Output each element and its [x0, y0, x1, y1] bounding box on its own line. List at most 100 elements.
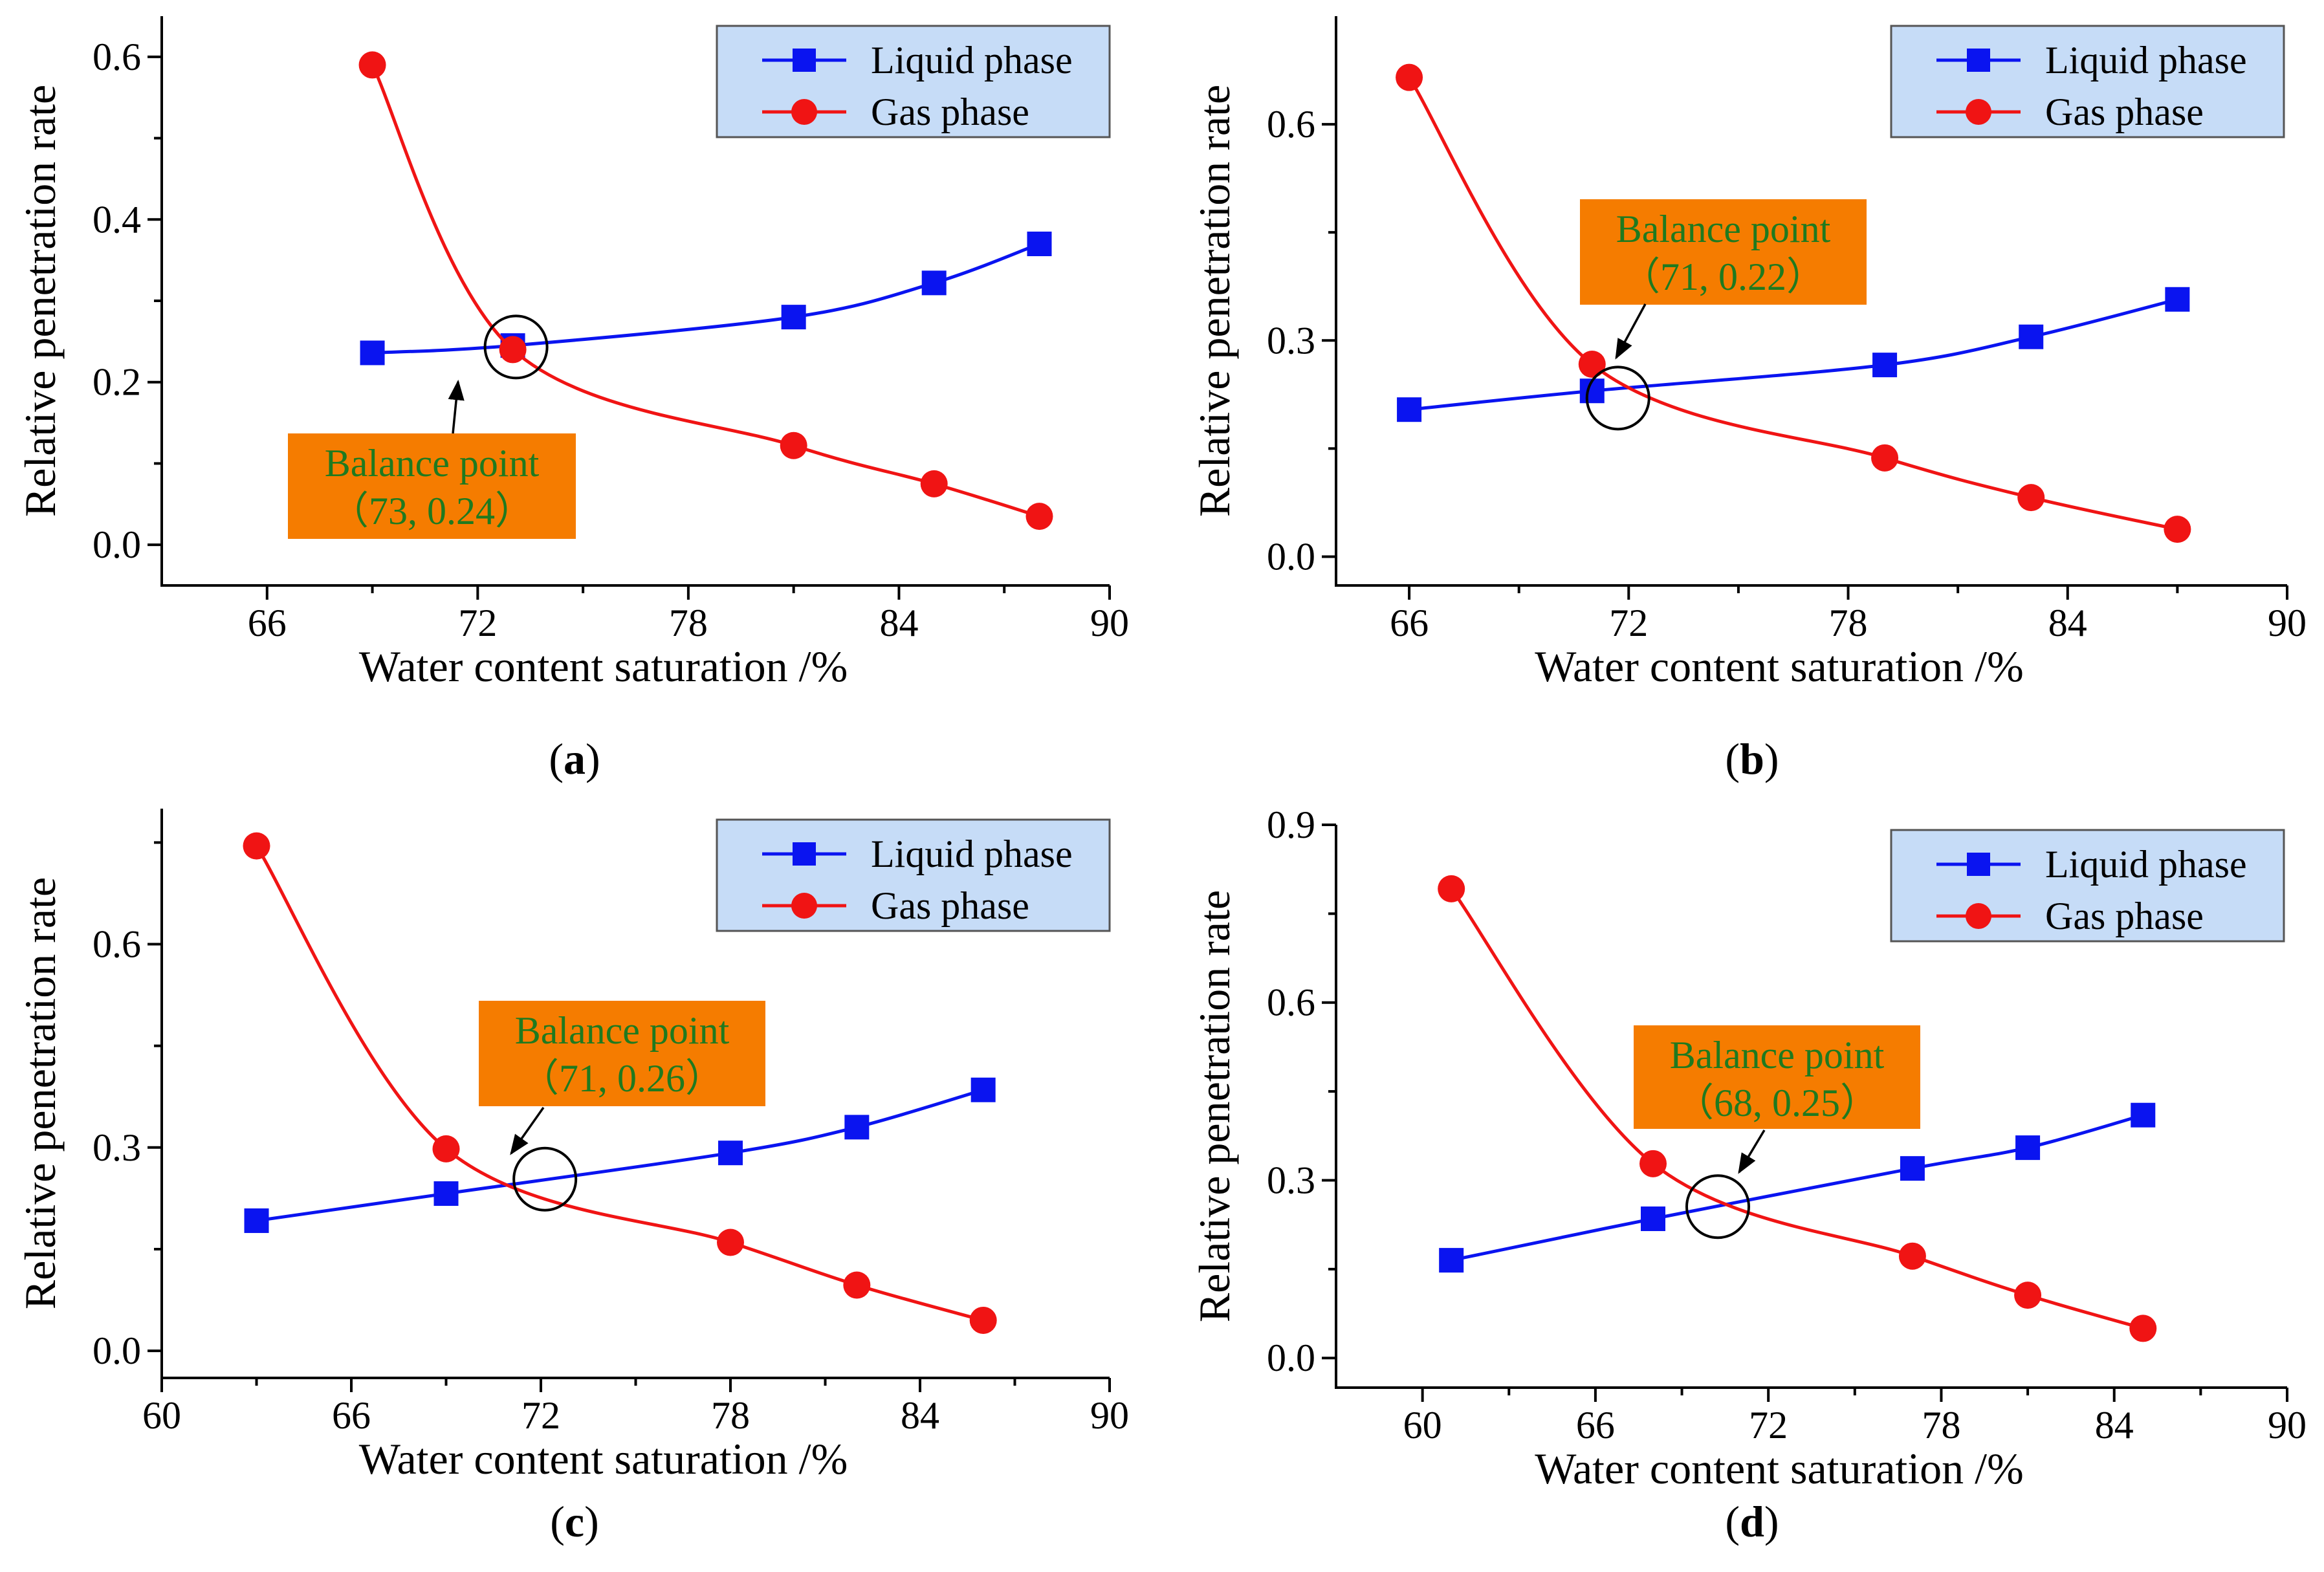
x-tick-label: 66: [1576, 1404, 1615, 1446]
balance-point-circle: [1685, 1174, 1750, 1239]
legend-gas-marker: [791, 893, 817, 919]
y-tick-label: 0.2: [93, 361, 141, 404]
panel-caption-letter: c: [565, 1497, 584, 1546]
liquid-phase-point: [244, 1208, 269, 1233]
legend-box: [716, 818, 1111, 932]
panel-a: 66 72 78 84 90 0.0 0.2 0.4 0.6 Water content satu…: [16, 16, 1129, 783]
gas-phase-point: [969, 1306, 997, 1334]
legend-liquid-marker: [793, 842, 816, 866]
gas-phase-line: [1407, 76, 2178, 531]
x-tick-label: 66: [1390, 602, 1429, 644]
liquid-phase-point: [2131, 1102, 2156, 1128]
legend-liquid-marker: [793, 49, 816, 72]
legend-gas-label: Gas phase: [871, 884, 1029, 927]
panel-d: 60 66 72 78 84 90 0.0 0.3 0.6 0.9 Water content sa…: [1190, 803, 2307, 1546]
x-tick-label: 60: [1403, 1404, 1442, 1446]
y-tick-label: 0.6: [1267, 103, 1315, 146]
liquid-phase-point: [718, 1141, 743, 1166]
gas-phase-point: [1025, 503, 1053, 530]
y-tick-label: 0.0: [93, 523, 141, 566]
panel-b: 66 72 78 84 90 0.0 0.3 0.6 Water content saturat…: [1190, 16, 2307, 783]
x-tick-label: 84: [2095, 1404, 2134, 1446]
liquid-phase-line: [1451, 1113, 2143, 1262]
liquid-phase-point: [844, 1115, 870, 1140]
liquid-phase-point: [2019, 324, 2044, 349]
liquid-phase-point: [921, 270, 947, 296]
y-tick-label: 0.3: [1267, 319, 1315, 362]
x-tick-label: 66: [248, 602, 287, 644]
x-tick-label: 78: [711, 1394, 750, 1437]
panel-caption: (c): [550, 1497, 599, 1546]
liquid-phase-point: [1439, 1248, 1464, 1273]
y-axis-label: Relative penetration rate: [1190, 890, 1239, 1322]
x-tick-label: 84: [901, 1394, 939, 1437]
gas-phase-point: [1871, 444, 1899, 472]
legend-liquid-label: Liquid phase: [2045, 843, 2247, 886]
x-tick-label: 60: [142, 1394, 181, 1437]
x-tick-label: 78: [669, 602, 708, 644]
panel-caption-letter: a: [564, 734, 586, 783]
x-tick-label: 78: [1829, 602, 1868, 644]
balance-point-circle: [1585, 366, 1650, 431]
legend-gas-label: Gas phase: [2045, 91, 2204, 133]
x-tick-label: 84: [879, 602, 918, 644]
legend-gas-marker: [1966, 903, 1991, 929]
gas-phase-point: [2164, 516, 2191, 543]
gas-phase-point: [2129, 1315, 2157, 1342]
x-tick-label: 72: [1609, 602, 1648, 644]
y-axis-label: Relative penetration rate: [16, 877, 65, 1309]
legend-liquid-marker: [1967, 49, 1990, 72]
x-tick-label: 72: [458, 602, 497, 644]
x-axis-label: Water content saturation /%: [359, 642, 848, 691]
balance-point-arrow: [1738, 1130, 1766, 1174]
balance-point-arrow: [448, 379, 465, 434]
y-tick-label: 0.0: [1267, 535, 1315, 578]
legend: Liquid phase Gas phase: [716, 818, 1111, 932]
balance-point-arrow: [510, 1106, 545, 1155]
balance-point-box: [1580, 199, 1867, 305]
y-tick-label: 0.6: [93, 36, 141, 78]
balance-point-label: Balance point: [1616, 208, 1831, 250]
panel-caption: (b): [1725, 734, 1779, 783]
gas-phase-point: [2014, 1282, 2042, 1309]
legend-gas-marker: [1966, 99, 1991, 125]
legend-gas-label: Gas phase: [871, 91, 1029, 133]
balance-point-coords: （73, 0.24）: [330, 490, 534, 532]
x-tick-label: 90: [2268, 602, 2307, 644]
panel-c: 60 66 72 78 84 90 0.0 0.3 0.6 Water content satur…: [16, 809, 1129, 1546]
x-tick-label: 72: [521, 1394, 560, 1437]
y-tick-label: 0.3: [93, 1126, 141, 1169]
panel-caption: (d): [1725, 1497, 1779, 1546]
balance-point-coords: （71, 0.22）: [1621, 256, 1825, 298]
legend-box: [1890, 829, 2285, 943]
x-tick-label: 72: [1749, 1404, 1788, 1446]
liquid-phase-point: [1900, 1156, 1925, 1181]
legend-liquid-label: Liquid phase: [871, 39, 1073, 82]
gas-phase-point: [1438, 875, 1465, 902]
panel-caption: (a): [549, 734, 600, 783]
gas-phase-point: [432, 1135, 460, 1163]
x-tick-label: 84: [2048, 602, 2087, 644]
gas-phase-point: [780, 431, 807, 459]
gas-phase-point: [1396, 63, 1423, 91]
legend: Liquid phase Gas phase: [716, 25, 1111, 138]
balance-point-circle: [512, 1146, 578, 1212]
gas-phase-line: [255, 845, 984, 1322]
gas-phase-point: [358, 51, 386, 79]
liquid-phase-point: [1397, 397, 1422, 422]
liquid-phase-point: [1027, 232, 1052, 256]
balance-point-label: Balance point: [325, 442, 540, 485]
liquid-phase-point: [360, 340, 385, 366]
legend-liquid-label: Liquid phase: [2045, 39, 2247, 82]
x-axis-label: Water content saturation /%: [1535, 1444, 2023, 1493]
x-tick-label: 90: [1090, 1394, 1129, 1437]
gas-phase-point: [1578, 351, 1606, 378]
balance-point-box: [479, 1001, 765, 1106]
gas-phase-point: [920, 470, 948, 497]
gas-phase-point: [243, 832, 270, 860]
x-tick-label: 66: [332, 1394, 371, 1437]
gas-phase-point: [1898, 1242, 1926, 1270]
liquid-phase-point: [2015, 1135, 2041, 1161]
y-tick-label: 0.0: [93, 1329, 141, 1372]
